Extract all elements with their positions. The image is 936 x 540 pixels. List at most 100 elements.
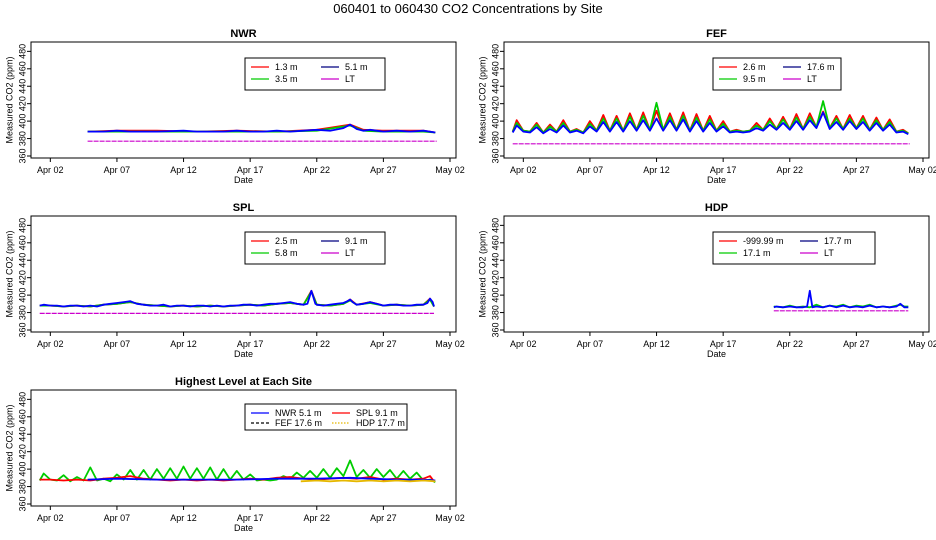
chart-title-fef: FEF	[706, 28, 727, 40]
y-tick-label-highest-1: 380	[17, 479, 27, 494]
x-tick-label-highest-2: Apr 12	[170, 513, 197, 523]
x-axis-label-hdp: Date	[707, 349, 726, 359]
y-axis-label-fef: Measured CO2 (ppm)	[477, 56, 487, 143]
legend-box-highest	[244, 403, 408, 431]
x-tick-label-hdp-1: Apr 07	[577, 339, 604, 349]
series-line-highest-2	[87, 476, 436, 482]
x-tick-label-fef-4: Apr 22	[777, 165, 804, 175]
x-tick-label-hdp-0: Apr 02	[510, 339, 537, 349]
y-tick-label-highest-0: 360	[17, 496, 27, 511]
x-tick-label-fef-2: Apr 12	[643, 165, 670, 175]
main-title: 060401 to 060430 CO2 Concentrations by S…	[333, 1, 603, 16]
legend-label-nwr-2: 3.5 m	[275, 74, 298, 84]
x-tick-label-spl-3: Apr 17	[237, 339, 264, 349]
legend-box-nwr	[244, 57, 386, 91]
x-tick-label-nwr-6: May 02	[435, 165, 465, 175]
x-tick-label-nwr-0: Apr 02	[37, 165, 64, 175]
y-tick-label-nwr-6: 480	[17, 44, 27, 59]
y-axis-label-spl: Measured CO2 (ppm)	[4, 230, 14, 317]
y-tick-label-fef-3: 420	[490, 96, 500, 111]
plot-frame-highest	[30, 389, 457, 507]
legend-box-spl	[244, 231, 386, 265]
x-tick-label-fef-6: May 02	[908, 165, 936, 175]
x-tick-label-highest-4: Apr 22	[304, 513, 331, 523]
y-tick-label-fef-6: 480	[490, 44, 500, 59]
x-axis-label-spl: Date	[234, 349, 253, 359]
x-tick-label-fef-5: Apr 27	[843, 165, 870, 175]
chart-title-highest: Highest Level at Each Site	[175, 376, 312, 388]
x-tick-label-highest-5: Apr 27	[370, 513, 397, 523]
y-tick-label-hdp-2: 400	[490, 288, 500, 303]
y-tick-label-spl-0: 360	[17, 322, 27, 337]
legend-label-fef-0: 2.6 m	[743, 62, 766, 72]
legend-label-fef-2: 9.5 m	[743, 74, 766, 84]
legend-label-spl-1: 9.1 m	[345, 236, 368, 246]
x-tick-label-hdp-5: Apr 27	[843, 339, 870, 349]
y-tick-label-hdp-4: 440	[490, 253, 500, 268]
y-tick-label-nwr-4: 440	[17, 79, 27, 94]
legend-label-nwr-1: 5.1 m	[345, 62, 368, 72]
legend-box-hdp	[712, 231, 876, 265]
legend-label-highest-0: NWR 5.1 m	[275, 408, 322, 418]
x-tick-label-nwr-1: Apr 07	[104, 165, 131, 175]
series-line-spl-2	[39, 289, 435, 308]
y-tick-label-nwr-0: 360	[17, 148, 27, 163]
legend-label-nwr-0: 1.3 m	[275, 62, 298, 72]
y-tick-label-fef-2: 400	[490, 114, 500, 129]
x-tick-label-nwr-3: Apr 17	[237, 165, 264, 175]
y-tick-label-nwr-1: 380	[17, 131, 27, 146]
x-tick-label-nwr-4: Apr 22	[304, 165, 331, 175]
legend-label-fef-3: LT	[807, 74, 817, 84]
y-tick-label-fef-5: 460	[490, 61, 500, 76]
y-axis-label-nwr: Measured CO2 (ppm)	[4, 56, 14, 143]
y-tick-label-hdp-5: 460	[490, 235, 500, 250]
x-tick-label-hdp-6: May 02	[908, 339, 936, 349]
x-axis-label-highest: Date	[234, 523, 253, 533]
y-axis-label-hdp: Measured CO2 (ppm)	[477, 230, 487, 317]
y-tick-label-highest-4: 440	[17, 427, 27, 442]
y-tick-label-highest-3: 420	[17, 444, 27, 459]
y-tick-label-fef-4: 440	[490, 79, 500, 94]
x-tick-label-hdp-4: Apr 22	[777, 339, 804, 349]
y-tick-label-fef-0: 360	[490, 148, 500, 163]
y-tick-label-highest-5: 460	[17, 409, 27, 424]
y-tick-label-highest-2: 400	[17, 462, 27, 477]
y-tick-label-fef-1: 380	[490, 131, 500, 146]
plot-frame-fef	[503, 41, 930, 159]
legend-label-highest-3: HDP 17.7 m	[356, 418, 405, 428]
chart-title-hdp: HDP	[705, 202, 728, 214]
x-tick-label-nwr-2: Apr 12	[170, 165, 197, 175]
legend-label-spl-3: LT	[345, 248, 355, 258]
legend-label-spl-2: 5.8 m	[275, 248, 298, 258]
y-tick-label-hdp-1: 380	[490, 305, 500, 320]
chart-title-nwr: NWR	[230, 28, 256, 40]
series-line-fef-2	[511, 111, 909, 136]
y-tick-label-hdp-0: 360	[490, 322, 500, 337]
series-line-spl-1	[39, 290, 435, 308]
series-line-nwr-2	[87, 123, 436, 134]
legend-label-hdp-2: 17.1 m	[743, 248, 771, 258]
x-tick-label-nwr-5: Apr 27	[370, 165, 397, 175]
legend-label-spl-0: 2.5 m	[275, 236, 298, 246]
chart-title-spl: SPL	[233, 202, 255, 214]
y-tick-label-nwr-5: 460	[17, 61, 27, 76]
x-tick-label-spl-0: Apr 02	[37, 339, 64, 349]
y-tick-label-nwr-3: 420	[17, 96, 27, 111]
legend-box-fef	[712, 57, 842, 91]
x-tick-label-hdp-2: Apr 12	[643, 339, 670, 349]
legend-label-hdp-0: -999.99 m	[743, 236, 784, 246]
x-tick-label-spl-6: May 02	[435, 339, 465, 349]
y-tick-label-nwr-2: 400	[17, 114, 27, 129]
x-tick-label-fef-3: Apr 17	[710, 165, 737, 175]
x-tick-label-highest-6: May 02	[435, 513, 465, 523]
y-tick-label-spl-2: 400	[17, 288, 27, 303]
y-tick-label-spl-1: 380	[17, 305, 27, 320]
y-tick-label-hdp-3: 420	[490, 270, 500, 285]
legend-label-hdp-1: 17.7 m	[824, 236, 852, 246]
series-line-highest-3	[300, 479, 436, 483]
x-tick-label-spl-5: Apr 27	[370, 339, 397, 349]
x-tick-label-fef-1: Apr 07	[577, 165, 604, 175]
legend-label-fef-1: 17.6 m	[807, 62, 835, 72]
y-tick-label-highest-6: 480	[17, 392, 27, 407]
